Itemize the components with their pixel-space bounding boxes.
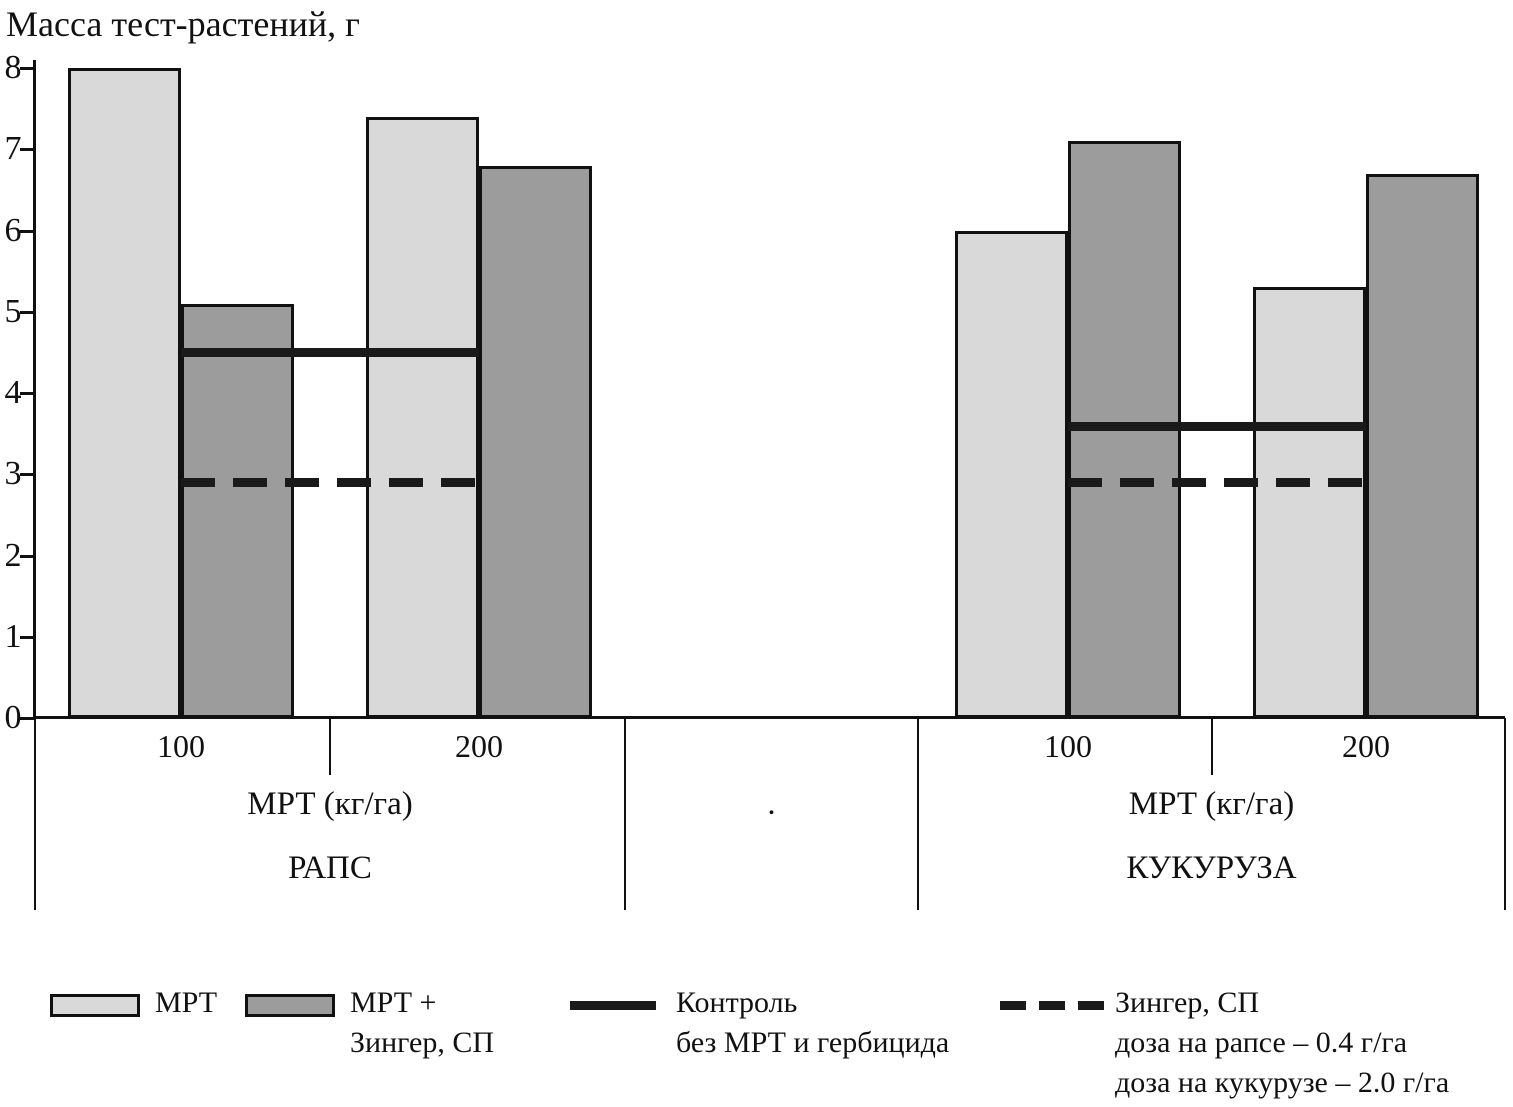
table-divider bbox=[917, 718, 919, 910]
legend-label-mrt-zinger: МРТ + Зингер, СП bbox=[350, 986, 495, 1059]
x-tick-label: 100 bbox=[157, 728, 205, 764]
legend-solid-line-icon bbox=[570, 1001, 656, 1010]
group-label: РАПС bbox=[288, 850, 372, 886]
y-tick-label: 2 bbox=[4, 536, 22, 574]
y-tick-label: 5 bbox=[4, 292, 22, 330]
x-axis-unit-label: МРТ (кг/га) bbox=[247, 786, 413, 822]
y-axis-title: Масса тест-растений, г bbox=[6, 4, 360, 44]
y-axis-tick bbox=[20, 67, 34, 70]
y-axis-line bbox=[33, 60, 36, 718]
y-tick-label: 0 bbox=[4, 699, 22, 736]
y-axis-tick bbox=[20, 635, 34, 639]
y-axis-tick bbox=[20, 554, 34, 558]
y-tick-label: 3 bbox=[4, 455, 22, 493]
y-tick-label: 8 bbox=[4, 49, 22, 86]
table-divider-short bbox=[329, 718, 331, 775]
y-axis-tick bbox=[20, 148, 34, 152]
bar-mrt bbox=[366, 116, 479, 718]
bar-mrt-zinger bbox=[181, 303, 294, 718]
y-axis-tick bbox=[20, 473, 34, 477]
y-axis-tick bbox=[20, 310, 34, 314]
y-axis-tick bbox=[20, 392, 34, 395]
control-line bbox=[181, 348, 479, 358]
y-axis-tick bbox=[20, 717, 34, 720]
y-tick-label: 1 bbox=[4, 617, 22, 655]
y-tick-label: 7 bbox=[4, 130, 22, 168]
table-divider bbox=[34, 718, 36, 910]
control-line bbox=[1068, 421, 1366, 431]
bar-mrt-zinger bbox=[479, 165, 592, 718]
table-divider bbox=[624, 718, 626, 910]
legend-label-zinger: Зингер, СП доза на рапсе – 0.4 г/га доза… bbox=[1115, 986, 1450, 1099]
x-tick-label: 100 bbox=[1044, 728, 1092, 764]
x-tick-label: 200 bbox=[455, 728, 503, 764]
legend-label-mrt: МРТ bbox=[155, 986, 218, 1019]
legend-swatch-mrt-zinger bbox=[245, 994, 335, 1017]
bar-mrt bbox=[1253, 287, 1366, 718]
bar-mrt bbox=[68, 68, 181, 718]
y-axis-tick bbox=[20, 229, 34, 233]
legend-dashed-line-icon bbox=[1000, 1001, 1104, 1010]
zinger-line bbox=[181, 478, 479, 488]
group-label: КУКУРУЗА bbox=[1126, 850, 1297, 886]
y-tick-label: 6 bbox=[4, 211, 22, 249]
zinger-line bbox=[1068, 478, 1366, 488]
x-axis-line bbox=[35, 716, 1505, 719]
x-tick-label: 200 bbox=[1342, 728, 1390, 764]
separator-dot: . bbox=[767, 786, 776, 822]
bar-mrt-zinger bbox=[1366, 173, 1479, 718]
plot-area: 0 1 2 3 4 5 6 7 8 100 200 МРТ (кг/га) РАПС 100 200 МРТ … bbox=[4, 49, 1506, 910]
x-axis-unit-label: МРТ (кг/га) bbox=[1128, 786, 1295, 822]
legend-swatch-mrt bbox=[50, 994, 140, 1017]
y-tick-label: 4 bbox=[4, 374, 22, 411]
table-divider bbox=[1504, 718, 1506, 910]
bar-mrt bbox=[955, 230, 1068, 718]
legend-label-control: Контроль без МРТ и гербицида bbox=[676, 986, 950, 1059]
table-divider-short bbox=[1210, 718, 1213, 775]
